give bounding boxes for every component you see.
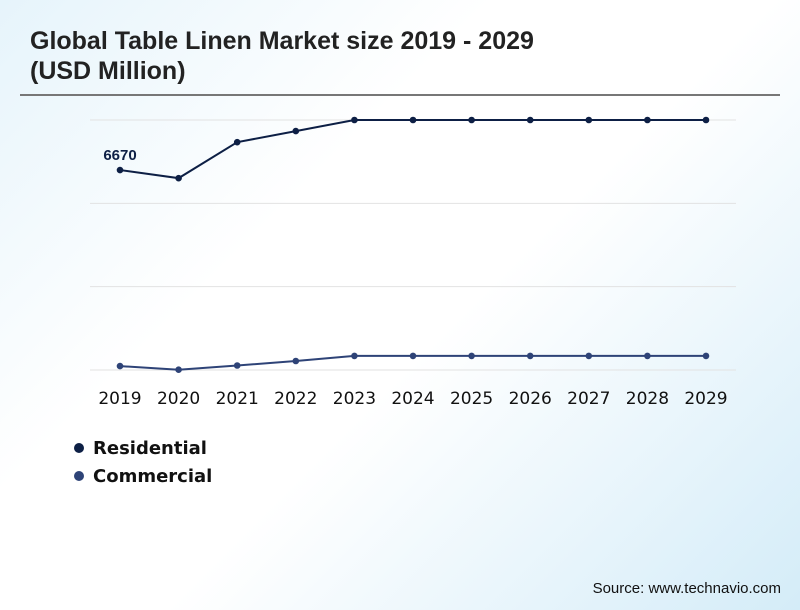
data-point <box>644 352 651 360</box>
data-point <box>116 166 124 174</box>
legend-label: Commercial <box>93 465 213 487</box>
x-tick-label: 2028 <box>626 389 669 409</box>
data-point <box>116 362 124 370</box>
data-point <box>175 366 182 374</box>
title-divider <box>20 94 780 96</box>
x-tick-label: 2027 <box>567 389 610 409</box>
data-point <box>409 116 417 124</box>
data-point <box>526 352 534 360</box>
legend-marker-icon <box>74 471 84 481</box>
chart-title-line-2: (USD Million) <box>30 57 186 85</box>
data-point <box>702 116 710 124</box>
x-tick-label: 2025 <box>450 389 493 409</box>
x-tick-label: 2023 <box>333 389 376 409</box>
legend-item-commercial[interactable]: Commercial <box>74 462 212 490</box>
x-tick-label: 2024 <box>391 389 434 409</box>
data-point <box>292 127 300 135</box>
x-tick-label: 2021 <box>216 389 259 409</box>
data-point <box>702 352 710 360</box>
x-tick-label: 2029 <box>684 389 727 409</box>
data-point <box>292 357 300 365</box>
chart-title-line-1: Global Table Linen Market size 2019 - 20… <box>30 27 534 55</box>
x-tick-label: 2019 <box>98 389 141 409</box>
data-point <box>233 362 241 369</box>
data-point <box>468 116 475 124</box>
data-point <box>468 352 475 360</box>
series-line-residential <box>119 119 706 180</box>
source-note: Source: www.technavio.com <box>592 580 781 597</box>
x-tick-label: 2020 <box>157 389 200 409</box>
data-point <box>351 352 358 360</box>
legend-marker-icon <box>74 443 84 453</box>
data-point <box>233 138 241 146</box>
data-point <box>585 116 593 124</box>
data-point <box>175 174 182 182</box>
data-point <box>526 116 534 124</box>
data-point <box>409 352 417 360</box>
legend-item-residential[interactable]: Residential <box>74 434 212 462</box>
chart-title: Global Table Linen Market size 2019 - 20… <box>30 26 730 86</box>
data-point <box>644 116 651 124</box>
x-tick-label: 2026 <box>509 389 552 409</box>
data-point <box>351 116 358 124</box>
legend-label: Residential <box>93 437 207 459</box>
data-point <box>585 352 593 360</box>
x-tick-label: 2022 <box>274 389 317 409</box>
data-label: 6670 <box>103 147 136 164</box>
legend: Residential Commercial <box>74 434 212 490</box>
